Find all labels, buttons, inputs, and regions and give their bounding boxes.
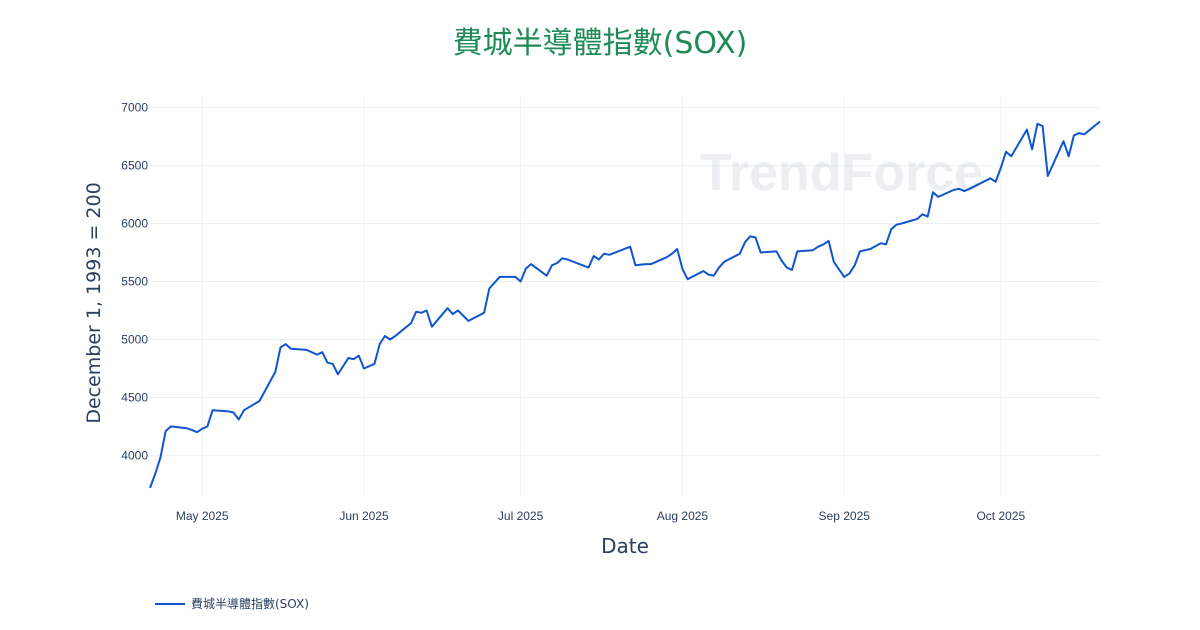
- x-tick-label: Jun 2025: [339, 509, 389, 523]
- x-tick-labels: May 2025 Jun 2025 Jul 2025 Aug 2025 Sep 2025…: [176, 509, 1026, 523]
- x-tick-label: Aug 2025: [657, 509, 709, 523]
- chart-title: 費城半導體指數(SOX): [452, 26, 748, 61]
- y-tick-label: 6500: [121, 159, 148, 173]
- y-tick-label: 4000: [121, 448, 148, 462]
- y-axis-label: December 1, 1993 = 200: [83, 182, 105, 423]
- x-tick-label: Jul 2025: [498, 509, 544, 523]
- x-tick-label: May 2025: [176, 509, 229, 523]
- series-line: [149, 120, 1101, 489]
- y-tick-label: 5000: [121, 332, 148, 346]
- x-axis-label: Date: [601, 534, 649, 558]
- legend-label: 費城半導體指數(SOX): [191, 597, 309, 611]
- y-tick-label: 4500: [121, 390, 148, 404]
- x-tick-label: Oct 2025: [976, 509, 1025, 523]
- legend-line-swatch: [155, 602, 185, 605]
- y-tick-label: 5500: [121, 275, 148, 289]
- gridlines: [150, 96, 1100, 496]
- watermark: TrendForce: [700, 144, 983, 202]
- x-tick-label: Sep 2025: [819, 509, 871, 523]
- y-tick-label: 7000: [121, 101, 148, 115]
- y-tick-label: 6000: [121, 217, 148, 231]
- y-tick-labels: 4000 4500 5000 5500 6000 6500 7000: [121, 101, 148, 463]
- legend[interactable]: 費城半導體指數(SOX): [155, 595, 309, 612]
